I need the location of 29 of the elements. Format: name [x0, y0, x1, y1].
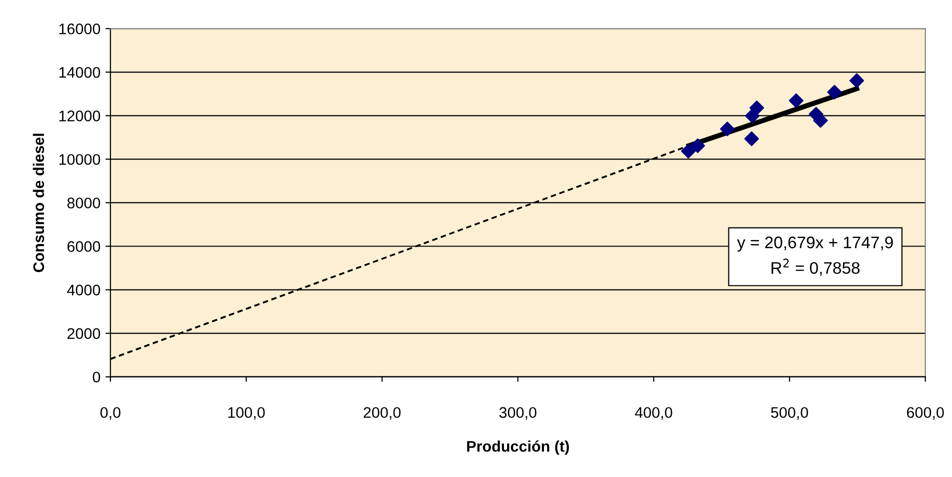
x-tick-label: 0,0	[100, 407, 120, 420]
point	[744, 131, 759, 146]
x-tick-label: 100,0	[228, 407, 265, 420]
y-tick-label: 12000	[59, 110, 100, 122]
x-tick-label: 600,0	[907, 407, 944, 420]
point	[681, 144, 696, 158]
y-tick-label: 10000	[59, 154, 100, 165]
y-tick-label: 0	[92, 372, 100, 383]
x-axis-title: Producción (t)	[467, 440, 569, 455]
y-tick-label: 14000	[59, 67, 100, 78]
x-tick-label: 500,0	[771, 407, 808, 420]
point	[813, 113, 828, 128]
y-tick-label: 16000	[59, 23, 100, 34]
x-tick-label: 400,0	[634, 407, 672, 420]
point	[849, 73, 864, 88]
annotation: R$^{2}$ = 0,7858	[772, 258, 860, 276]
point	[720, 122, 735, 136]
y-tick-label: 2000	[67, 328, 100, 339]
point	[788, 93, 804, 108]
y-tick-label: 4000	[67, 284, 100, 296]
x-tick-label: 300,0	[499, 407, 536, 420]
annotation: y = 20,679x + 1747,9	[737, 236, 893, 252]
y-axis-title: Consumo de diesel	[32, 134, 44, 272]
x-tick-label: 200,0	[364, 407, 401, 420]
point	[690, 138, 705, 153]
point	[750, 100, 764, 116]
y-tick-label: 8000	[67, 198, 100, 208]
y-tick-label: 6000	[68, 241, 100, 252]
point	[827, 84, 842, 100]
